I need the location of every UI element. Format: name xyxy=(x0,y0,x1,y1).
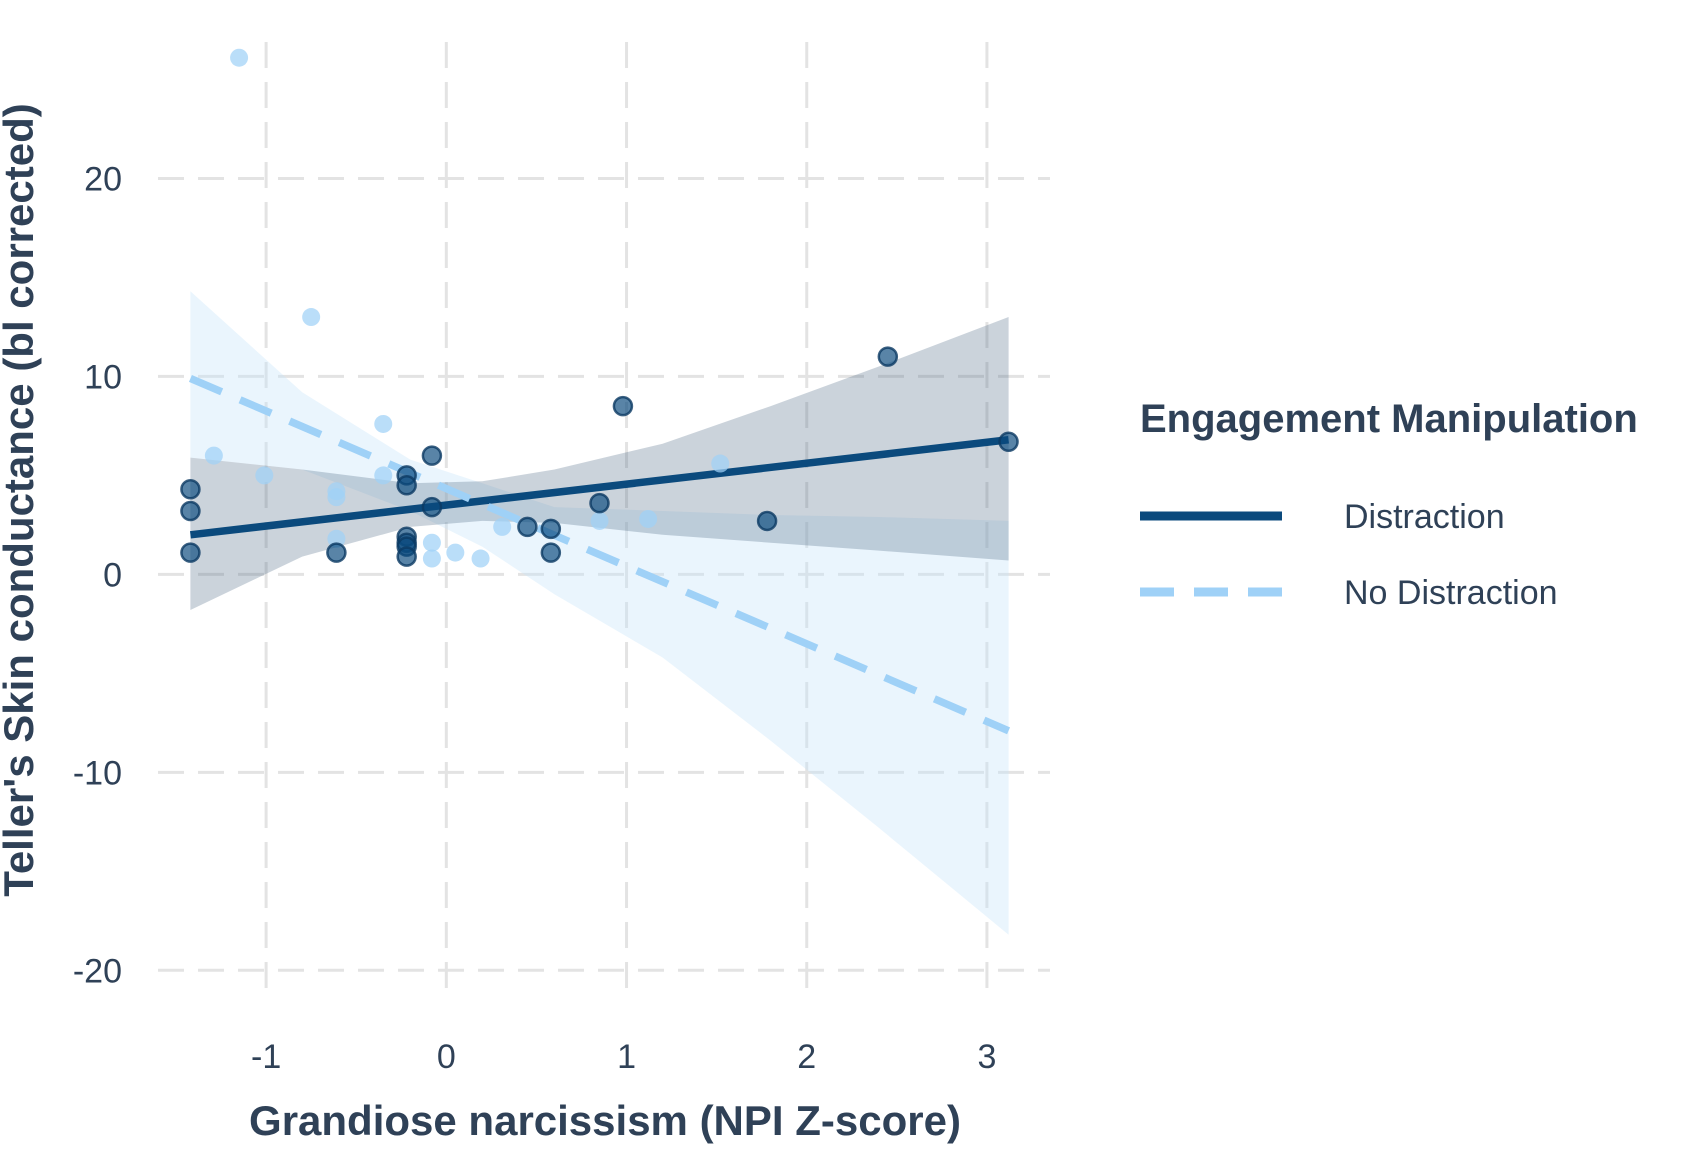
legend-label-no-distraction: No Distraction xyxy=(1344,574,1558,612)
x-tick-label: 3 xyxy=(977,1038,996,1076)
point-distraction xyxy=(180,542,201,563)
point-no-distraction xyxy=(711,454,730,473)
point-no-distraction xyxy=(471,549,490,568)
x-tick-label: 0 xyxy=(437,1038,456,1076)
x-tick-label: 2 xyxy=(797,1038,816,1076)
point-distraction xyxy=(756,510,778,532)
point-no-distraction xyxy=(422,549,441,568)
point-distraction xyxy=(517,516,538,538)
fit-lines xyxy=(188,374,1011,735)
legend: Engagement Manipulation Distraction No D… xyxy=(1140,397,1638,612)
x-tick-label: -1 xyxy=(251,1038,281,1076)
point-no-distraction xyxy=(230,48,249,67)
fit-line-no-distraction xyxy=(188,374,1011,735)
point-distraction xyxy=(589,492,610,514)
point-no-distraction xyxy=(639,509,658,528)
y-tick-labels: -20 -10 0 10 20 xyxy=(73,160,122,990)
point-no-distraction xyxy=(374,414,393,433)
point-no-distraction xyxy=(374,466,393,485)
y-tick-label: 20 xyxy=(84,160,122,198)
legend-title: Engagement Manipulation xyxy=(1140,397,1638,441)
ci-band-distraction xyxy=(190,317,1009,610)
x-tick-label: 1 xyxy=(617,1038,636,1076)
point-distraction xyxy=(421,445,443,466)
legend-label-distraction: Distraction xyxy=(1344,498,1505,536)
point-distraction xyxy=(877,346,899,367)
x-tick-labels: -1 0 1 2 3 xyxy=(251,1038,996,1076)
point-no-distraction xyxy=(590,511,609,530)
confidence-bands xyxy=(190,291,1009,935)
y-tick-label: 10 xyxy=(84,358,122,396)
point-distraction xyxy=(540,542,562,563)
point-no-distraction xyxy=(446,543,465,562)
point-no-distraction xyxy=(327,488,346,507)
point-no-distraction xyxy=(327,529,346,548)
legend-item-no-distraction: No Distraction xyxy=(1140,574,1558,612)
point-no-distraction xyxy=(255,466,274,485)
point-no-distraction xyxy=(493,517,512,536)
data-points xyxy=(180,48,1019,568)
point-no-distraction xyxy=(204,446,223,465)
x-axis-title: Grandiose narcissism (NPI Z-score) xyxy=(249,1097,961,1144)
point-distraction xyxy=(180,479,201,500)
point-distraction xyxy=(612,395,634,417)
point-distraction xyxy=(421,496,443,518)
point-no-distraction xyxy=(422,533,441,552)
y-tick-label: 0 xyxy=(103,556,122,594)
point-distraction xyxy=(180,500,201,522)
point-distraction xyxy=(396,546,417,567)
y-tick-label: -10 xyxy=(73,754,122,792)
point-distraction xyxy=(998,431,1019,453)
point-no-distraction xyxy=(302,308,321,327)
legend-item-distraction: Distraction xyxy=(1140,498,1505,536)
y-tick-label: -20 xyxy=(73,952,122,990)
fit-line-distraction xyxy=(190,436,1009,539)
point-distraction xyxy=(540,518,562,540)
ci-band-no-distraction xyxy=(190,291,1009,935)
point-distraction xyxy=(396,475,417,496)
point-distraction xyxy=(326,542,347,563)
grid-layer xyxy=(158,42,1050,1000)
y-axis-title: Teller's Skin conductance (bl corrected) xyxy=(0,103,42,896)
